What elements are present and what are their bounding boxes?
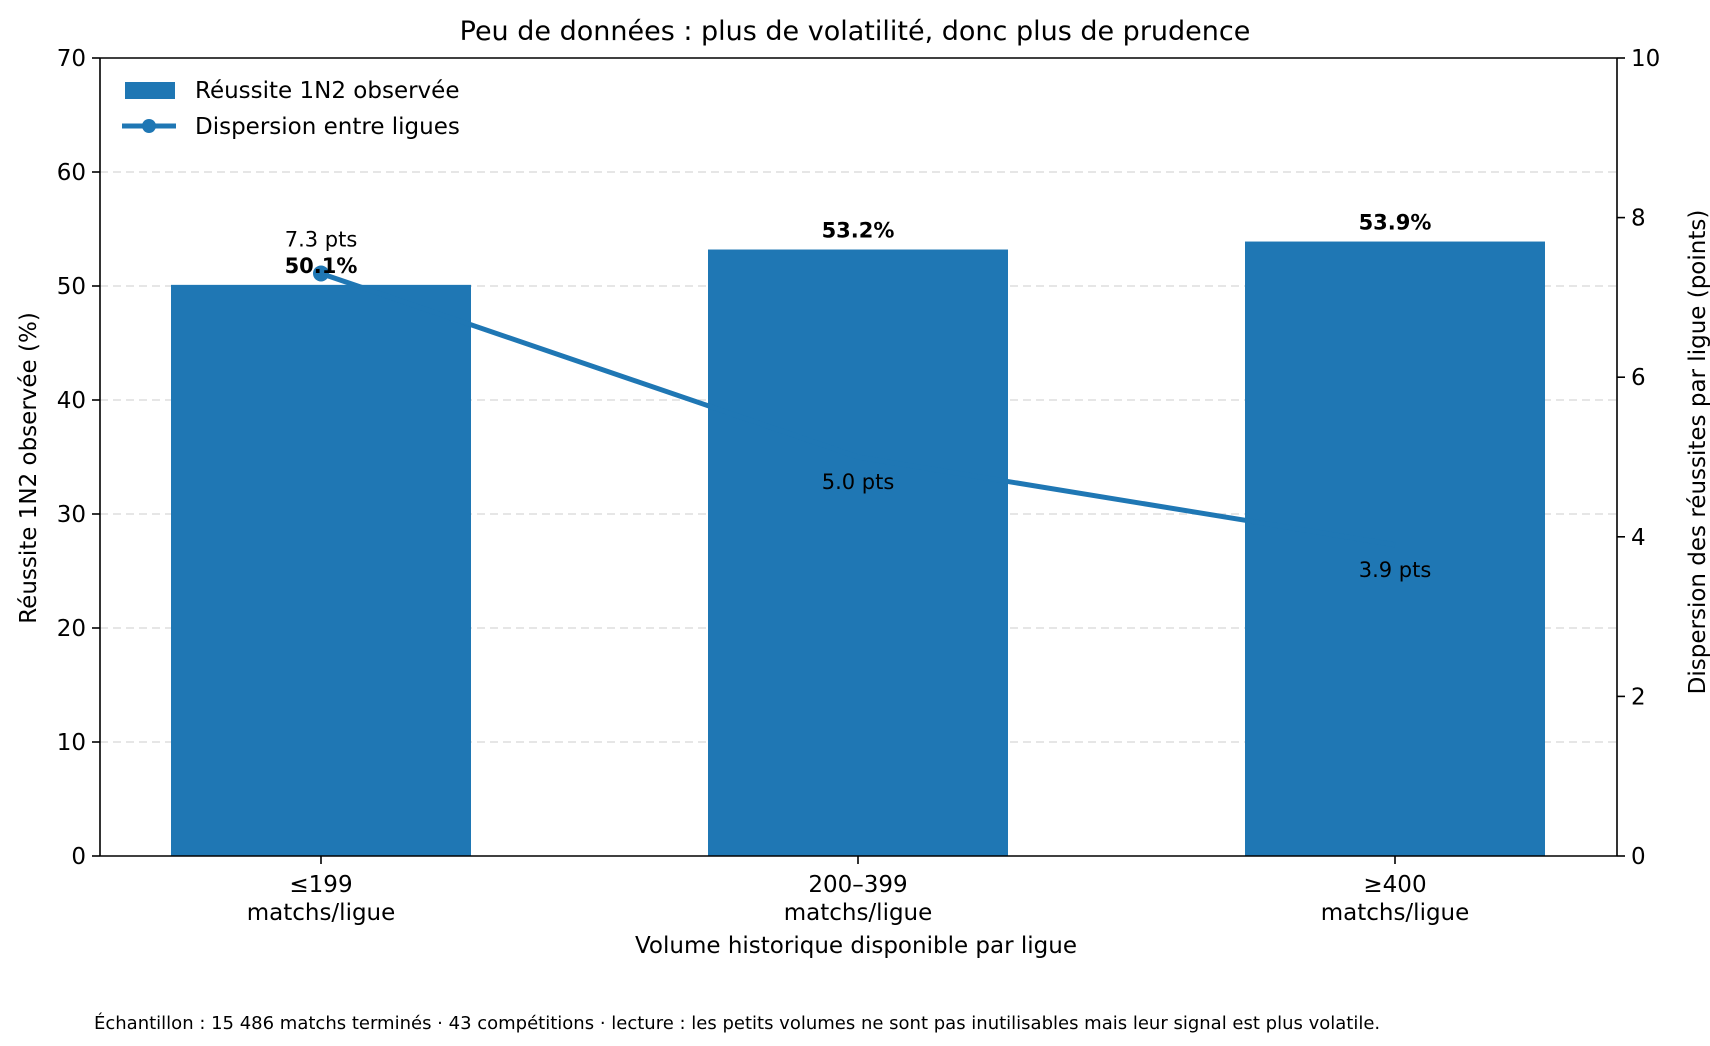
bar-value-label: 50.1% xyxy=(285,254,358,278)
bar xyxy=(708,249,1008,856)
bar-value-label: 53.9% xyxy=(1359,211,1432,235)
x-tick-label: ≤199 xyxy=(289,872,352,898)
dispersion-value-label: 3.9 pts xyxy=(1359,558,1432,582)
legend-entry-line: Dispersion entre ligues xyxy=(195,114,460,140)
bars xyxy=(171,241,1545,857)
legend-swatch-marker xyxy=(142,119,156,133)
dispersion-line xyxy=(320,271,1396,548)
dispersion-series xyxy=(313,265,1396,548)
x-tick-label: ≥400 xyxy=(1363,872,1426,898)
y2-tick-label: 0 xyxy=(1631,844,1646,870)
x-tick-label: matchs/ligue xyxy=(247,900,396,926)
y2-tick-label: 10 xyxy=(1631,46,1660,72)
chart-title: Peu de données : plus de volatilité, don… xyxy=(460,16,1251,47)
y-tick-label: 30 xyxy=(57,502,86,528)
y2-tick-label: 4 xyxy=(1631,525,1646,551)
y2-axis-label: Dispersion des réussites par ligue (poin… xyxy=(1685,210,1710,695)
y-tick-label: 0 xyxy=(71,844,86,870)
legend-swatch-bar xyxy=(125,82,175,99)
dispersion-marker xyxy=(313,265,329,282)
x-tick-label: 200–399 xyxy=(808,872,907,898)
legend-entry-bar: Réussite 1N2 observée xyxy=(195,78,459,104)
y2-tick-label: 2 xyxy=(1631,684,1646,710)
y-tick-label: 50 xyxy=(57,274,86,300)
y-tick-label: 60 xyxy=(57,160,86,186)
y-axis-label: Réussite 1N2 observée (%) xyxy=(16,312,42,624)
axes: 0102030405060700246810≤199matchs/ligue20… xyxy=(57,46,1661,926)
y-tick-label: 20 xyxy=(57,616,86,642)
y-tick-label: 10 xyxy=(57,730,86,756)
bar xyxy=(171,284,471,856)
footnote: Échantillon : 15 486 matchs terminés · 4… xyxy=(94,1012,1380,1034)
y-tick-label: 40 xyxy=(57,388,86,414)
y2-tick-label: 8 xyxy=(1631,206,1646,232)
y2-tick-label: 6 xyxy=(1631,365,1646,391)
y-tick-label: 70 xyxy=(57,46,86,72)
dispersion-value-label: 7.3 pts xyxy=(285,227,358,251)
bar xyxy=(1245,241,1545,857)
legend: Réussite 1N2 observée Dispersion entre l… xyxy=(122,78,460,140)
dispersion-value-label: 5.0 pts xyxy=(822,470,895,494)
bar-value-label: 53.2% xyxy=(822,219,895,243)
x-tick-label: matchs/ligue xyxy=(784,900,933,926)
data-labels: 50.1% 53.2% 53.9% 7.3 pts 5.0 pts 3.9 pts xyxy=(285,211,1432,582)
x-axis-label: Volume historique disponible par ligue xyxy=(635,933,1077,959)
x-tick-label: matchs/ligue xyxy=(1321,900,1470,926)
